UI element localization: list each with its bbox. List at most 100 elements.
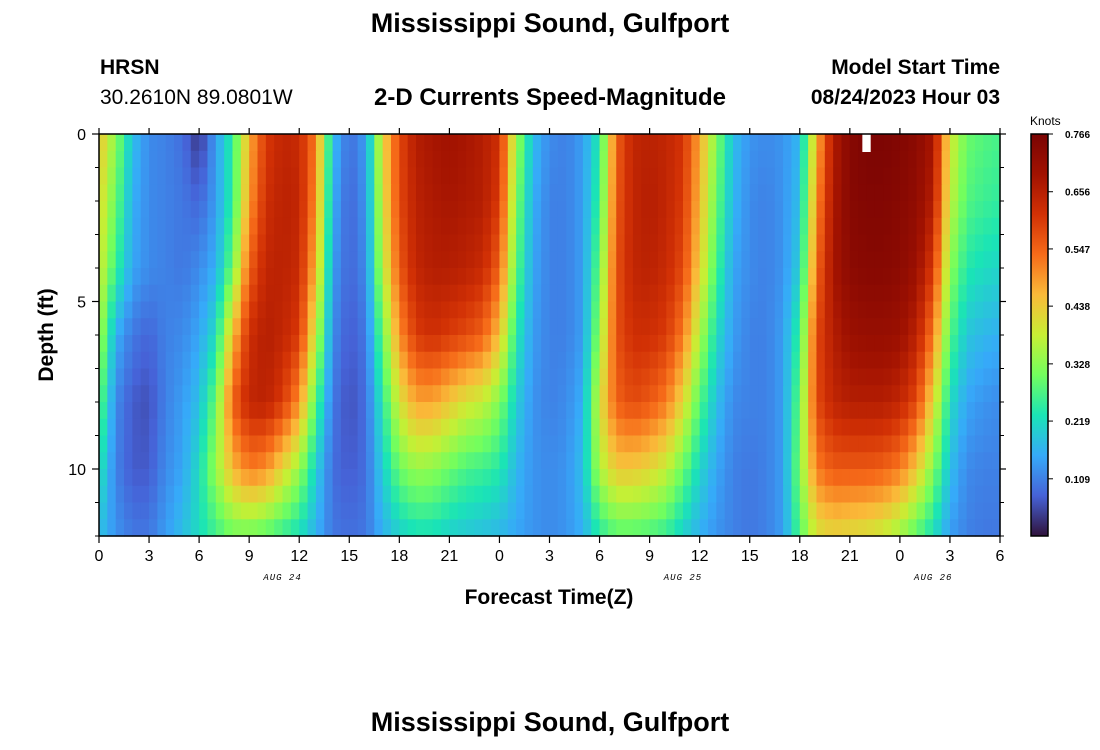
heat-cell	[232, 167, 242, 185]
heat-cell	[315, 134, 325, 152]
heat-cell	[774, 402, 784, 420]
heat-cell	[991, 234, 1001, 252]
heat-cell	[599, 167, 609, 185]
heat-cell	[149, 385, 158, 403]
heat-cell	[616, 150, 626, 169]
heat-cell	[466, 251, 476, 269]
heat-cell	[858, 418, 868, 437]
heat-cell	[607, 452, 617, 470]
heat-cell	[741, 502, 751, 520]
heat-cell	[899, 351, 909, 370]
heat-cell	[482, 469, 492, 487]
heat-cell	[491, 167, 501, 185]
heat-cell	[390, 418, 400, 437]
heat-cell	[724, 234, 734, 252]
heat-cell	[916, 485, 926, 504]
heat-cell	[824, 435, 834, 453]
heat-cell	[265, 318, 275, 336]
heat-cell	[699, 385, 709, 403]
heat-cell	[657, 150, 667, 169]
heat-cell	[491, 368, 501, 386]
heat-cell	[582, 217, 592, 236]
heat-cell	[941, 201, 951, 219]
heat-cell	[966, 351, 976, 370]
heat-cell	[941, 184, 951, 202]
heat-cell	[691, 485, 701, 504]
heat-cell	[541, 150, 551, 169]
heat-cell	[983, 368, 993, 386]
heat-cell	[382, 167, 392, 185]
heat-cell	[115, 502, 125, 520]
heat-cell	[299, 385, 309, 403]
heat-cell	[841, 385, 851, 403]
heat-cell	[407, 385, 417, 403]
heat-cell	[182, 284, 192, 303]
heat-cell	[699, 268, 709, 286]
heat-cell	[549, 519, 559, 537]
heat-cell	[783, 268, 793, 286]
heat-cell	[758, 167, 767, 185]
heat-cell	[716, 150, 726, 169]
heat-cell	[908, 335, 918, 353]
heat-cell	[724, 418, 734, 437]
heat-cell	[99, 485, 108, 504]
heat-cell	[799, 519, 809, 537]
heat-cell	[924, 201, 934, 219]
heat-cell	[115, 435, 125, 453]
heat-cell	[582, 418, 592, 437]
heat-cell	[824, 251, 834, 269]
heat-cell	[107, 318, 117, 336]
heat-cell	[132, 502, 142, 520]
heat-cell	[791, 469, 801, 487]
heat-cell	[207, 167, 217, 185]
heat-cell	[974, 502, 984, 520]
heat-cell	[307, 251, 317, 269]
heat-cell	[574, 368, 584, 386]
heat-cell	[783, 418, 793, 437]
heat-cell	[891, 402, 901, 420]
heat-cell	[374, 351, 384, 370]
heat-cell	[924, 351, 934, 370]
x-tick-label: 9	[245, 548, 254, 565]
heat-cell	[674, 418, 684, 437]
heat-cell	[691, 402, 701, 420]
heat-cell	[507, 268, 517, 286]
heat-cell	[99, 418, 108, 437]
heat-cell	[607, 502, 617, 520]
heat-cell	[424, 150, 434, 169]
heat-cell	[432, 201, 442, 219]
heat-cell	[315, 485, 325, 504]
heat-cell	[307, 268, 317, 286]
heat-cell	[983, 452, 993, 470]
heat-cell	[591, 402, 601, 420]
heat-cell	[165, 318, 175, 336]
heat-cell	[607, 385, 617, 403]
heat-cell	[432, 351, 442, 370]
heat-cell	[324, 217, 334, 236]
heat-cell	[841, 452, 851, 470]
heat-cell	[758, 351, 767, 370]
heat-cell	[107, 452, 117, 470]
heat-cell	[941, 485, 951, 504]
heat-cell	[983, 284, 993, 303]
heat-cell	[824, 452, 834, 470]
heat-cell	[799, 217, 809, 236]
heat-cell	[616, 201, 626, 219]
heat-cell	[849, 519, 859, 537]
heat-cell	[958, 150, 968, 169]
heat-cell	[816, 217, 826, 236]
heat-cell	[307, 435, 317, 453]
heat-cell	[349, 485, 359, 504]
heat-cell	[132, 469, 142, 487]
heat-cell	[416, 234, 425, 252]
heat-cell	[399, 301, 409, 319]
heat-cell	[849, 201, 859, 219]
heat-cell	[632, 150, 642, 169]
heat-cell	[332, 251, 342, 269]
heat-cell	[883, 284, 893, 303]
heat-cell	[207, 301, 217, 319]
heat-cell	[149, 452, 158, 470]
heat-cell	[557, 519, 567, 537]
heat-cell	[824, 217, 834, 236]
heat-cell	[390, 150, 400, 169]
